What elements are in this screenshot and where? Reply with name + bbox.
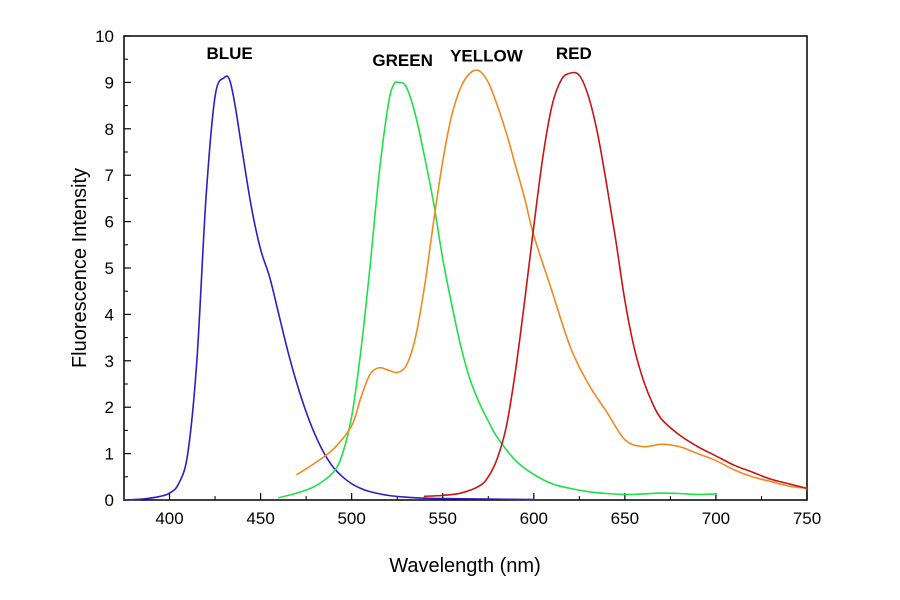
x-tick-label: 650 bbox=[611, 509, 639, 528]
plot-frame bbox=[123, 35, 808, 501]
series-blue-line bbox=[123, 75, 535, 501]
series-label-blue: BLUE bbox=[206, 44, 252, 63]
series-label-yellow: YELLOW bbox=[450, 47, 524, 66]
y-tick-label: 2 bbox=[105, 398, 114, 417]
x-tick-label: 550 bbox=[429, 509, 457, 528]
x-axis-label: Wavelength (nm) bbox=[389, 555, 541, 577]
x-tick-label: 450 bbox=[246, 509, 274, 528]
y-tick-label: 5 bbox=[105, 259, 114, 278]
series-layer bbox=[123, 69, 808, 501]
x-tick-label: 700 bbox=[702, 509, 730, 528]
x-tick-label: 600 bbox=[520, 509, 548, 528]
series-labels: BLUE GREEN YELLOW RED bbox=[206, 44, 591, 70]
y-tick-label: 10 bbox=[95, 27, 114, 46]
series-yellow-line bbox=[296, 69, 808, 490]
y-tick-label: 6 bbox=[105, 213, 114, 232]
x-tick-label: 500 bbox=[337, 509, 365, 528]
x-tick-label: 750 bbox=[793, 509, 821, 528]
y-axis: 0 1 2 3 4 5 6 7 8 9 10 bbox=[95, 27, 131, 510]
series-green-line bbox=[278, 81, 717, 499]
y-tick-label: 3 bbox=[105, 352, 114, 371]
y-tick-label: 4 bbox=[105, 305, 114, 324]
y-tick-label: 7 bbox=[105, 166, 114, 185]
series-red-line bbox=[423, 71, 808, 498]
series-label-red: RED bbox=[556, 44, 592, 63]
y-tick-label: 9 bbox=[105, 73, 114, 92]
y-tick-label: 8 bbox=[105, 120, 114, 139]
y-axis-label: Fluorescence Intensity bbox=[69, 168, 91, 368]
y-tick-label: 1 bbox=[105, 445, 114, 464]
x-tick-label: 400 bbox=[155, 509, 183, 528]
series-label-green: GREEN bbox=[372, 51, 432, 70]
y-tick-label: 0 bbox=[105, 491, 114, 510]
